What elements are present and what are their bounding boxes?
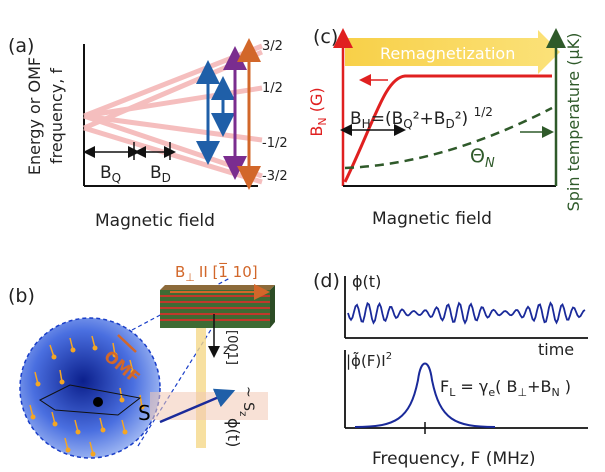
level-m3-2: -3/2 [262,169,288,184]
remagnetization-label: Remagnetization [380,44,515,63]
bn-curve [343,74,552,183]
axis-001-label: [001] [224,330,239,365]
bd-label: BD [150,163,171,185]
spin-temp-axis-label: Spin temperature (μK) [564,33,583,212]
panel-a-xlabel: Magnetic field [95,211,215,231]
b-perp-label: B⊥ II [1̅ 10] [175,262,258,284]
panel-c-xlabel: Magnetic field [372,209,492,229]
bq-label: BQ [100,163,121,185]
fl-equation: FL = γe( B⊥+BN ) [440,377,571,399]
nucleus [93,397,103,407]
theta-label: ΘN [470,145,495,171]
time-label: time [538,340,574,359]
z-axis-label: z [223,343,230,358]
panel-a-label: (a) [8,35,34,57]
level-m1-2: -1/2 [262,136,288,151]
panel-d: (d) ϕ(t) time |ϕ̃(F)I2 FL = γe( B⊥+BN ) … [313,270,588,469]
panel-c: (c) Remagnetization BH=(BQ²+BD²) 1/2 ΘN … [307,26,583,229]
phi-t-label-b: ϕ(t) [224,418,243,447]
phi-f-label: |ϕ̃(F)I2 [346,351,392,370]
spin-temp-curve [344,106,553,170]
probe-beam [196,328,206,448]
level-1-2: 1/2 [262,81,283,96]
spin-s-label: S [138,401,151,425]
phi-t-label: ϕ(t) [352,272,381,291]
panel-a: (a) 3/2 1/2 -1/2 -3/2 BQ BD Energy or OM… [8,35,288,231]
crystal-block [160,284,275,328]
sz-vector [159,388,236,424]
sz-label: ~ Sz [237,386,256,416]
omf-arrow [117,334,137,353]
pump-beam [150,392,268,420]
spectrum-peak [354,362,496,428]
panel-a-ylabel-1: Energy or OMF [25,57,44,175]
spin-arrow-heads [30,345,145,457]
panel-a-ylabel-2: frequency, f [47,68,66,164]
panel-b: (b) S OMF [8,262,275,459]
level-3-2: 3/2 [262,39,283,54]
bh-formula: BH=(BQ²+BD²) 1/2 [350,105,493,131]
panel-c-label: (c) [313,26,338,48]
panel-d-xlabel: Frequency, F (MHz) [372,449,535,469]
panel-b-label: (b) [8,285,35,307]
spin-plane [39,384,142,416]
phi-t-wave [347,301,586,325]
bn-axis-label: BN (G) [307,87,329,136]
spin-sphere [19,317,161,459]
remagnetization-banner [345,30,560,74]
panel-d-label: (d) [313,270,340,292]
